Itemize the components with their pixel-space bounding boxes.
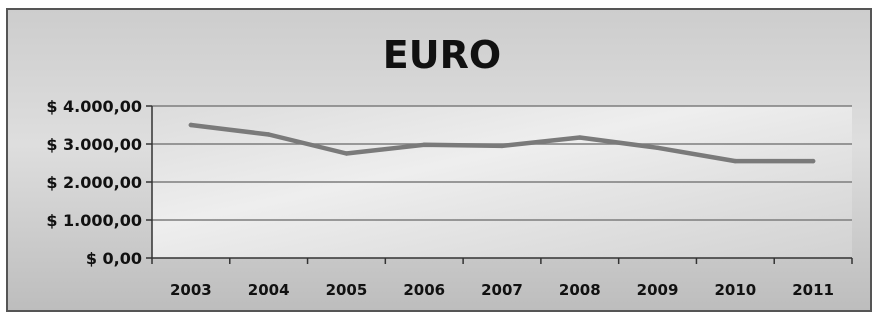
y-tick-label: $ 2.000,00 [46,173,142,192]
x-tick-label: 2005 [326,281,368,299]
y-tick-label: $ 0,00 [86,249,142,268]
y-tick-label: $ 1.000,00 [46,211,142,230]
data-point [422,142,427,147]
data-point [188,122,194,128]
x-tick-label: 2007 [481,281,523,299]
data-point [733,158,738,164]
x-tick-label: 2006 [403,281,445,299]
x-tick-label: 2004 [248,281,290,299]
data-point [266,132,271,137]
data-point [655,145,660,150]
line-chart: EURO $ 4.000,00 $ 3.000,00 $ 2.000,00 $ 1.0… [46,33,853,299]
x-tick-label: 2008 [559,281,601,299]
data-point [344,151,349,156]
y-tick-label: $ 4.000,00 [46,97,142,116]
y-tick-label: $ 3.000,00 [46,135,142,154]
data-point [577,135,582,140]
x-tick-label: 2009 [637,281,679,299]
data-point [810,158,816,164]
x-tick-label: 2010 [714,281,756,299]
chart-title: EURO [383,33,501,77]
data-point [499,143,505,149]
x-tick-label: 2003 [170,281,212,299]
chart-frame: EURO $ 4.000,00 $ 3.000,00 $ 2.000,00 $ 1.0… [6,8,872,312]
x-tick-label: 2011 [792,281,834,299]
